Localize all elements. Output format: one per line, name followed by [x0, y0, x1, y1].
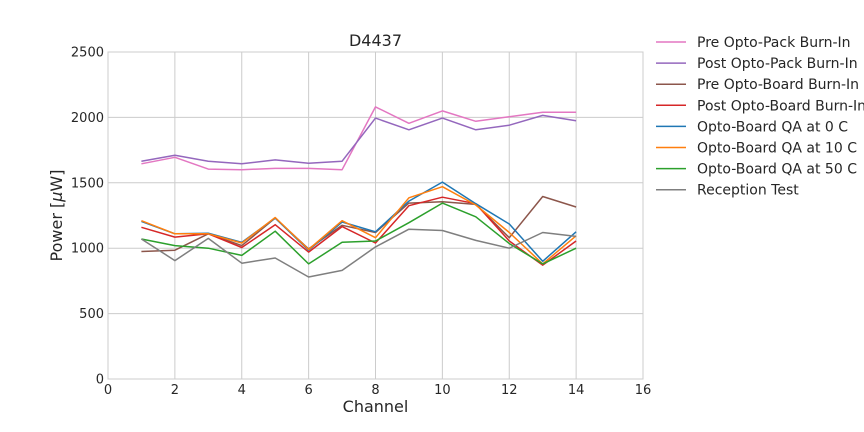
y-tick-label: 2000 [71, 111, 104, 126]
y-axis-label-mu: μ [47, 192, 66, 203]
y-tick-label: 2500 [71, 46, 104, 61]
y-axis-label: Power [μW] [47, 170, 66, 262]
series-line [141, 185, 577, 265]
legend-label: Pre Opto-Pack Burn-In [697, 35, 851, 51]
x-tick-label: 4 [238, 383, 246, 398]
series-line [141, 202, 577, 265]
x-tick-label: 0 [104, 383, 112, 398]
legend-label: Reception Test [697, 183, 799, 199]
x-tick-label: 6 [304, 383, 312, 398]
legend-label: Opto-Board QA at 10 C [697, 141, 857, 157]
x-tick-label: 8 [371, 383, 379, 398]
legend-label: Post Opto-Board Burn-In [697, 98, 864, 114]
x-tick-labels: 0 2 4 6 8 10 12 14 16 [104, 383, 651, 398]
x-tick-label: 16 [635, 383, 652, 398]
y-tick-label: 1500 [71, 176, 104, 191]
y-tick-labels: 0 500 1000 1500 2000 2500 [71, 46, 104, 388]
legend-label: Pre Opto-Board Burn-In [697, 77, 859, 93]
legend-label: Post Opto-Pack Burn-In [697, 56, 858, 72]
series-line [141, 106, 577, 171]
x-axis-label: Channel [343, 397, 409, 416]
legend-label: Opto-Board QA at 0 C [697, 119, 848, 135]
x-tick-label: 12 [501, 383, 518, 398]
chart-title: D4437 [349, 31, 402, 50]
x-tick-label: 14 [568, 383, 585, 398]
legend: Pre Opto-Pack Burn-In Post Opto-Pack Burn… [656, 35, 864, 199]
x-tick-label: 2 [171, 383, 179, 398]
y-tick-label: 500 [79, 307, 104, 322]
series-line [140, 228, 577, 278]
x-tick-label: 10 [434, 383, 451, 398]
series-lines [140, 106, 577, 278]
y-tick-label: 1000 [71, 242, 104, 257]
y-axis-label-suffix: W] [47, 170, 66, 192]
series-line [141, 114, 577, 165]
y-tick-label: 0 [96, 373, 104, 388]
legend-label: Opto-Board QA at 50 C [697, 162, 857, 178]
y-axis-label-prefix: Power [ [47, 202, 66, 262]
